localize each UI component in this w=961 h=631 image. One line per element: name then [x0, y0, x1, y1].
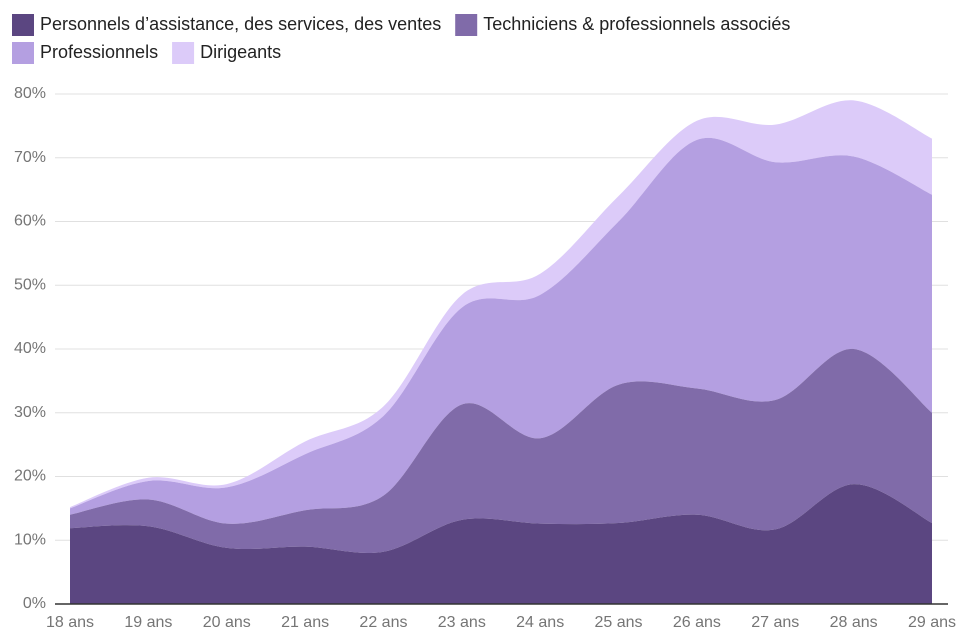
- x-tick-label: 28 ans: [830, 614, 878, 631]
- y-tick-label: 70%: [14, 149, 46, 166]
- y-tick-label: 80%: [14, 85, 46, 102]
- y-tick-label: 0%: [23, 595, 46, 612]
- x-tick-label: 19 ans: [124, 614, 172, 631]
- x-tick-label: 29 ans: [908, 614, 956, 631]
- y-tick-label: 60%: [14, 213, 46, 230]
- area: [70, 484, 932, 604]
- legend-item: Professionnels: [12, 42, 158, 64]
- legend-label: Techniciens & professionnels associés: [483, 14, 790, 34]
- x-tick-label: 27 ans: [751, 614, 799, 631]
- legend-item: Dirigeants: [172, 42, 281, 64]
- x-tick-label: 22 ans: [359, 614, 407, 631]
- y-tick-label: 10%: [14, 531, 46, 548]
- x-tick-label: 24 ans: [516, 614, 564, 631]
- legend-swatch: [172, 42, 195, 64]
- area: [70, 348, 932, 553]
- y-tick-label: 20%: [14, 468, 46, 485]
- y-tick-label: 40%: [14, 340, 46, 357]
- legend-label: Professionnels: [40, 42, 158, 62]
- x-tick-label: 25 ans: [595, 614, 643, 631]
- x-tick-label: 18 ans: [46, 614, 94, 631]
- legend-label: Dirigeants: [200, 42, 281, 62]
- x-tick-label: 20 ans: [203, 614, 251, 631]
- legend-swatch: [455, 14, 478, 36]
- y-tick-label: 50%: [14, 276, 46, 293]
- x-tick-label: 21 ans: [281, 614, 329, 631]
- x-tick-label: 26 ans: [673, 614, 721, 631]
- x-tick-label: 23 ans: [438, 614, 486, 631]
- area: [70, 137, 932, 524]
- legend-swatch: [12, 42, 34, 64]
- legend-item: Techniciens & professionnels associés: [455, 14, 790, 36]
- y-tick-label: 30%: [14, 404, 46, 421]
- area: [70, 100, 932, 509]
- legend-item: Personnels d’assistance, des services, d…: [12, 14, 441, 36]
- legend-label: Personnels d’assistance, des services, d…: [40, 14, 441, 34]
- legend-swatch: [12, 14, 34, 36]
